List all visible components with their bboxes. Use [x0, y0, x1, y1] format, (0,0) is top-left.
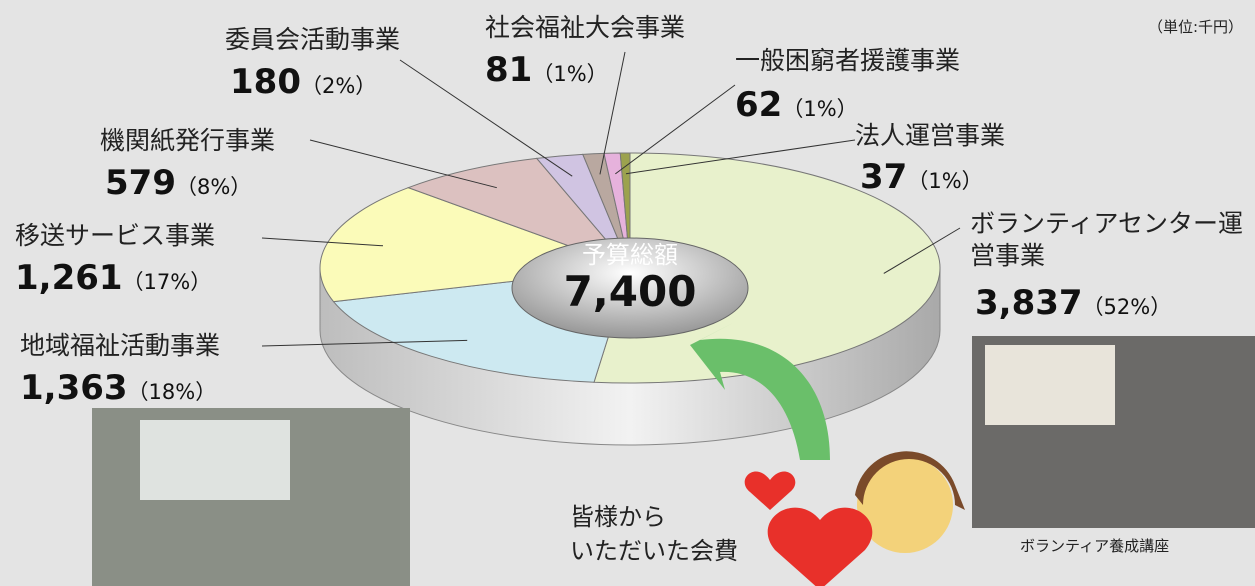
caption-line: 皆様から [570, 500, 738, 534]
photo-screen [985, 345, 1115, 425]
caption: 皆様から いただいた会費 [570, 500, 738, 568]
percent-label: （52%） [1083, 295, 1172, 319]
percent-label: （1%） [907, 169, 982, 193]
caption-line: いただいた会費 [570, 534, 738, 568]
percent-label: （18%） [128, 380, 217, 404]
slice-value: 62（1%） [735, 85, 858, 125]
slice-name: 地域福祉活動事業 [20, 330, 320, 362]
slice-name: 移送サービス事業 [15, 220, 315, 252]
page: 予算総額7,400 （単位:千円） 皆様から いただいた会費 ボランティア養成講… [0, 0, 1255, 586]
total-title: 予算総額 [582, 241, 678, 269]
slice-name: 社会福祉大会事業 [485, 12, 785, 44]
heart [768, 508, 873, 586]
percent-label: （17%） [123, 270, 212, 294]
value-label: 3,837 [975, 283, 1083, 323]
value-label: 579 [105, 163, 176, 203]
value-label: 62 [735, 85, 782, 125]
slice-value: 3,837（52%） [975, 283, 1171, 323]
slice-name: 機関紙発行事業 [100, 125, 400, 157]
value-label: 81 [485, 50, 532, 90]
percent-label: （8%） [176, 175, 251, 199]
percent-label: （2%） [301, 74, 376, 98]
value-label: 1,363 [20, 368, 128, 408]
slice-name: 委員会活動事業 [225, 24, 525, 56]
photo-board [140, 420, 290, 500]
slice-value: 579（8%） [105, 163, 251, 203]
slice-value: 37（1%） [860, 157, 983, 197]
slice-name: ボランティアセンター運営事業 [970, 208, 1250, 272]
slice-value: 180（2%） [230, 62, 376, 102]
slice-value: 1,261（17%） [15, 258, 211, 298]
slice-value: 81（1%） [485, 50, 608, 90]
unit-note: （単位:千円） [1148, 16, 1243, 37]
percent-label: （1%） [782, 97, 857, 121]
value-label: 180 [230, 62, 301, 102]
value-label: 1,261 [15, 258, 123, 298]
percent-label: （1%） [532, 62, 607, 86]
heart [745, 472, 796, 510]
slice-name: 一般困窮者援護事業 [735, 45, 1035, 77]
slice-name: 法人運営事業 [855, 120, 1155, 152]
photo-caption: ボランティア養成講座 [1020, 535, 1169, 556]
value-label: 37 [860, 157, 907, 197]
slice-value: 1,363（18%） [20, 368, 216, 408]
total-value: 7,400 [564, 267, 697, 316]
